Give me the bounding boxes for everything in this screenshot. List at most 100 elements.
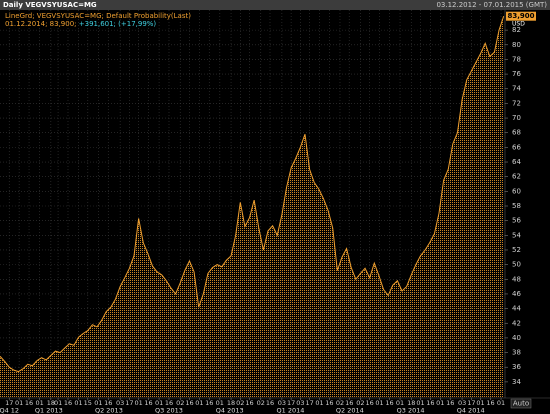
x-tick-label: 16 (144, 399, 152, 407)
quarter-label: Q3 2013 (155, 407, 183, 414)
y-tick-label: 36 (512, 363, 521, 371)
quarter-label: Q4 2014 (457, 407, 485, 414)
x-tick-label: 01 (396, 399, 404, 407)
x-tick-label: 16 (104, 399, 112, 407)
x-tick-label: 16 (64, 399, 72, 407)
x-tick-label: 03 (278, 399, 286, 407)
x-tick-label: 01 (134, 399, 142, 407)
y-tick-label: 38 (512, 349, 521, 357)
x-tick-label: 16 (486, 399, 494, 407)
x-tick-label: 16 (205, 399, 213, 407)
x-tick-label: 17 (305, 399, 313, 407)
x-tick-label: 03 (116, 399, 124, 407)
y-tick-label: 82 (512, 26, 521, 34)
x-tick-label: 16 (325, 399, 333, 407)
x-tick-label: 01 (54, 399, 62, 407)
quarter-label: Q1 2014 (277, 407, 305, 414)
x-tick-label: 17 (5, 399, 13, 407)
y-tick-label: 64 (512, 158, 521, 166)
x-tick-label: 01 (155, 399, 163, 407)
quarter-label: Q1 2013 (35, 407, 63, 414)
x-tick-label: 16 (245, 399, 253, 407)
y-tick-label: 74 (512, 85, 521, 93)
y-tick-label: 68 (512, 129, 521, 137)
y-tick-label: 72 (512, 99, 521, 107)
y-tick-label: 54 (512, 231, 521, 239)
x-tick-label: 01 (315, 399, 323, 407)
x-tick-label: 02 (236, 399, 244, 407)
x-tick-label: 18 (407, 399, 415, 407)
x-tick-label: 02 (176, 399, 184, 407)
y-tick-label: 78 (512, 55, 521, 63)
y-tick-label: 46 (512, 290, 521, 298)
x-tick-label: 02 (257, 399, 265, 407)
plot (0, 10, 505, 398)
x-tick-label: 01 (94, 399, 102, 407)
quarter-label: Q2 2014 (336, 407, 364, 414)
y-tick-label: 60 (512, 187, 521, 195)
x-tick-label: 16 (366, 399, 374, 407)
y-tick-label: 70 (512, 114, 521, 122)
date-range: 03.12.2012 - 07.01.2015 (GMT) (436, 1, 547, 9)
y-tick-label: 42 (512, 319, 521, 327)
x-tick-label: 15 (84, 399, 92, 407)
y-tick-label: 66 (512, 143, 521, 151)
x-tick-label: 18 (47, 399, 55, 407)
legend-change: +391,601; (+17,99%) (79, 20, 157, 28)
x-tick-label: 01 (15, 399, 23, 407)
x-tick-label: 01 (436, 399, 444, 407)
x-tick-label: 01 (216, 399, 224, 407)
header-bar (0, 0, 550, 10)
x-tick-label: 01 (497, 399, 505, 407)
x-tick-label: 01 (476, 399, 484, 407)
x-tick-label: 03 (296, 399, 304, 407)
legend-last: 01.12.2014; 83,900; (5, 20, 77, 28)
x-tick-label: 16 (165, 399, 173, 407)
x-tick-label: 03 (458, 399, 466, 407)
y-tick-label: 50 (512, 261, 521, 269)
x-tick-label: 16 (266, 399, 274, 407)
quarter-label: Q4 2013 (216, 407, 244, 414)
y-tick-label: 80 (512, 41, 521, 49)
x-tick-label: 16 (385, 399, 393, 407)
auto-label[interactable]: Auto (513, 400, 529, 408)
area (0, 16, 504, 398)
x-tick-label: 17 (125, 399, 133, 407)
x-tick-label: 16 (446, 399, 454, 407)
auto-button[interactable] (510, 398, 532, 409)
x-tick-label: 01 (35, 399, 43, 407)
y-tick-label: 62 (512, 173, 521, 181)
x-tick-label: 16 (25, 399, 33, 407)
y-tick-label: 48 (512, 275, 521, 283)
x-tick-label: 16 (185, 399, 193, 407)
x-tick-label: 02 (356, 399, 364, 407)
x-tick-label: 02 (336, 399, 344, 407)
x-tick-label: 01 (416, 399, 424, 407)
y-tick-label: 44 (512, 305, 521, 313)
x-tick-label: 01 (375, 399, 383, 407)
last-value-box (506, 11, 536, 21)
legend-line: LineGrd; VEGVSYUSAC=MG; Default Probabil… (5, 12, 191, 20)
x-tick-label: 17 (467, 399, 475, 407)
header-title: Daily VEGVSYUSAC=MG (3, 1, 97, 9)
y-tick-label: 52 (512, 246, 521, 254)
y-tick-label: 34 (512, 378, 521, 386)
quarter-label: Q2 2013 (95, 407, 123, 414)
last-value-label: 83,900 (507, 12, 534, 20)
y-tick-label: 56 (512, 217, 521, 225)
quarter-label: Q3 2014 (397, 407, 425, 414)
x-tick-label: 16 (426, 399, 434, 407)
currency-label: USD (512, 21, 525, 28)
line (0, 16, 505, 373)
x-tick-label: 16 (345, 399, 353, 407)
y-tick-label: 76 (512, 70, 521, 78)
y-tick-label: 58 (512, 202, 521, 210)
x-tick-label: 01 (74, 399, 82, 407)
x-tick-label: 01 (195, 399, 203, 407)
y-tick-label: 40 (512, 334, 521, 342)
x-tick-label: 17 (287, 399, 295, 407)
legend-values: 01.12.2014; 83,900; +391,601; (+17,99%) (5, 20, 156, 28)
x-tick-label: 18 (227, 399, 235, 407)
quarter-label: Q4 12 (0, 407, 19, 414)
